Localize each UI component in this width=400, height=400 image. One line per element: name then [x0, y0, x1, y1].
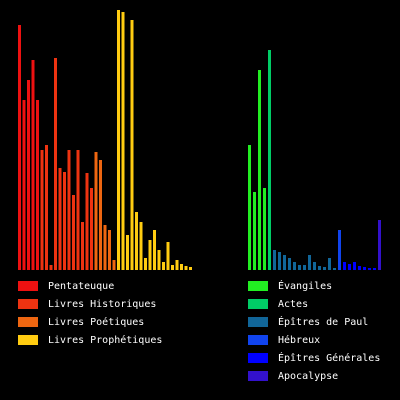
bar — [171, 265, 174, 270]
bar — [348, 264, 351, 270]
bar — [363, 267, 366, 270]
bar — [175, 260, 179, 270]
bar — [63, 172, 66, 270]
bar — [22, 100, 26, 270]
bar — [85, 173, 89, 270]
bar — [378, 220, 381, 270]
bar — [153, 230, 156, 270]
bar — [162, 262, 165, 270]
legend-label: Livres Poétiques — [48, 316, 144, 328]
legend-swatch — [248, 335, 268, 345]
bar — [338, 230, 341, 270]
bar — [135, 212, 138, 270]
bar — [103, 225, 107, 270]
legend-label: Épîtres de Paul — [278, 315, 368, 328]
bar — [121, 12, 125, 270]
bar — [358, 266, 361, 270]
bar — [45, 145, 48, 270]
bar — [148, 240, 152, 270]
legend-label: Hébreux — [278, 334, 320, 346]
bar — [27, 80, 30, 270]
legend-label: Apocalypse — [278, 371, 338, 382]
legend-swatch — [248, 353, 268, 363]
bar — [253, 192, 256, 270]
bar — [263, 188, 266, 270]
bar — [112, 260, 116, 270]
bar — [157, 250, 161, 270]
bar — [54, 58, 57, 270]
bar — [180, 264, 183, 270]
bar — [166, 242, 170, 270]
bar — [293, 262, 296, 270]
legend-label: Pentateuque — [48, 281, 114, 292]
legend-label: Livres Historiques — [48, 299, 156, 310]
legend-swatch — [248, 317, 268, 327]
bar — [144, 258, 147, 270]
bar — [303, 265, 306, 270]
bar — [90, 188, 93, 270]
legend-label: Évangiles — [278, 279, 332, 292]
bar — [288, 258, 291, 270]
bar — [318, 266, 321, 270]
bar — [130, 20, 134, 270]
bar — [139, 222, 143, 270]
bar — [328, 258, 331, 270]
bar — [31, 60, 35, 270]
bar — [298, 265, 301, 270]
legend-swatch — [18, 281, 38, 291]
legend-swatch — [18, 335, 38, 345]
legend-swatch — [18, 299, 38, 309]
bar — [126, 235, 129, 270]
bar — [353, 262, 356, 270]
bar — [72, 195, 75, 270]
bar — [283, 255, 286, 270]
bar — [258, 70, 261, 270]
legend-swatch — [18, 317, 38, 327]
bar — [67, 150, 71, 270]
bar — [108, 230, 111, 270]
bar — [58, 168, 62, 270]
bar — [49, 265, 53, 270]
bar — [40, 150, 44, 270]
legend-swatch — [248, 281, 268, 291]
legend-label: Épîtres Générales — [278, 351, 380, 364]
legend-label: Livres Prophétiques — [48, 334, 162, 346]
bar — [273, 250, 276, 270]
bar — [94, 152, 98, 270]
legend-swatch — [248, 299, 268, 309]
bar — [189, 267, 192, 270]
bar — [18, 25, 21, 270]
bar — [368, 268, 371, 270]
bar — [268, 50, 271, 270]
bar — [36, 100, 39, 270]
bar — [373, 268, 376, 270]
bar — [313, 262, 316, 270]
bar — [343, 262, 346, 270]
legend-label: Actes — [278, 299, 308, 310]
bar — [117, 10, 120, 270]
bar — [333, 268, 336, 270]
legend-swatch — [248, 371, 268, 381]
bar — [278, 252, 281, 270]
bar — [323, 267, 326, 270]
bar — [99, 160, 102, 270]
bar — [248, 145, 251, 270]
bar — [184, 266, 188, 270]
bar — [76, 150, 80, 270]
bar — [308, 255, 311, 270]
bar — [81, 222, 84, 270]
